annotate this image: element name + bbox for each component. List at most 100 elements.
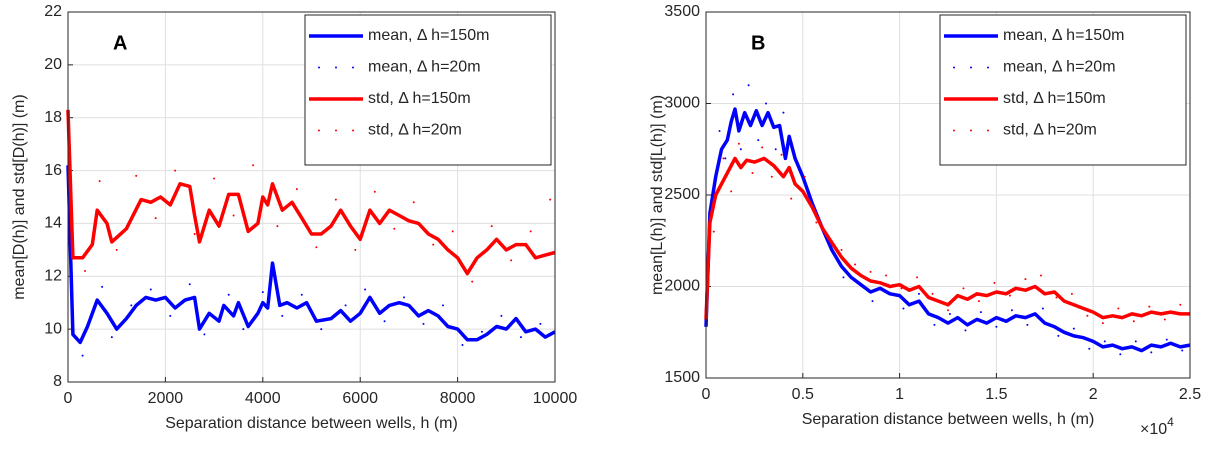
x-axis-label: Separation distance between wells, h (m) (802, 411, 1095, 428)
x-tick-label: 2000 (148, 390, 184, 407)
y-axis-label: mean[D(h)] and std[D(h)] (m) (11, 94, 28, 299)
legend-swatch (318, 66, 320, 69)
data-dot (451, 230, 454, 233)
data-dot (885, 274, 888, 277)
data-dot (730, 190, 733, 193)
data-dot (422, 322, 425, 325)
data-dot (854, 263, 857, 266)
data-dot (900, 287, 903, 290)
x-axis-label: Separation distance between wells, h (m) (165, 415, 458, 432)
y-tick-label: 12 (44, 268, 62, 285)
data-dot (962, 287, 965, 290)
data-dot (69, 262, 72, 265)
legend-swatch (987, 129, 989, 132)
data-dot (1148, 305, 1151, 308)
legend-swatch (318, 129, 320, 132)
legend-swatch (335, 129, 337, 132)
data-dot (902, 307, 905, 310)
axes-box (67, 11, 556, 383)
data-dot (81, 354, 84, 357)
data-dot (539, 322, 542, 325)
data-dot (373, 190, 376, 193)
data-dot (1026, 323, 1029, 326)
data-dot (993, 281, 996, 284)
data-dot (344, 304, 347, 307)
legend-swatch (987, 66, 989, 69)
y-tick-label: 16 (44, 162, 62, 179)
data-dot (712, 230, 715, 233)
data-dot (790, 197, 793, 200)
x-multiplier-base: ×10 (1140, 421, 1167, 438)
data-dot (869, 270, 872, 273)
x-tick-label: 8000 (440, 390, 476, 407)
data-dot (1134, 340, 1137, 343)
data-dot (1119, 353, 1122, 356)
data-dot (826, 234, 829, 237)
data-line (704, 156, 1190, 320)
data-dot (977, 300, 980, 303)
data-dot (931, 292, 934, 295)
data-dot (91, 312, 94, 315)
x-multiplier: ×104 (1140, 415, 1174, 438)
data-dot (1132, 320, 1135, 323)
data-dot (1165, 338, 1168, 341)
data-dot (383, 320, 386, 323)
legend-label: mean, Δ h=150m (368, 27, 489, 44)
y-tick-label: 14 (44, 215, 62, 232)
data-dot (101, 285, 104, 288)
data-dot (519, 336, 522, 339)
legend-swatch (953, 66, 955, 69)
data-dot (995, 325, 998, 328)
data-dot (1039, 274, 1042, 277)
y-tick-label: 2500 (664, 186, 700, 203)
x-tick-label: 1 (895, 386, 904, 403)
y-tick-label: 20 (44, 56, 62, 73)
data-dot (1041, 307, 1044, 310)
data-dot (842, 276, 845, 279)
data-dot (1117, 307, 1120, 310)
data-dot (334, 198, 337, 201)
data-dot (718, 129, 721, 132)
y-tick-label: 3500 (664, 3, 700, 20)
data-dot (364, 288, 367, 291)
data-dot (1181, 349, 1184, 352)
data-dot (840, 248, 843, 251)
x-tick-label: 6000 (342, 390, 378, 407)
y-tick-label: 1500 (664, 369, 700, 386)
data-dot (948, 312, 951, 315)
y-tick-label: 2000 (664, 278, 700, 295)
data-dot (803, 175, 806, 178)
data-dot (757, 139, 760, 142)
data-dot (751, 172, 754, 175)
legend-label: mean, Δ h=150m (1003, 27, 1124, 44)
data-dot (1101, 322, 1104, 325)
x-tick-label: 4000 (245, 390, 281, 407)
data-dot (227, 293, 230, 296)
data-dot (1179, 303, 1182, 306)
data-dot (732, 93, 735, 96)
y-tick-label: 18 (44, 109, 62, 126)
data-line (66, 165, 556, 345)
data-dot (98, 180, 101, 183)
legend-swatch (352, 129, 354, 132)
data-dot (1008, 294, 1011, 297)
data-dot (115, 248, 118, 251)
y-tick-label: 3000 (664, 95, 700, 112)
x-tick-label: 0 (702, 386, 711, 403)
data-dot (1070, 292, 1073, 295)
legend-label: mean, Δ h=20m (1003, 59, 1116, 76)
data-dot (213, 177, 216, 180)
data-dot (737, 142, 740, 145)
data-dot (110, 336, 113, 339)
data-dot (871, 300, 874, 303)
data-dot (916, 276, 919, 279)
data-dot (780, 153, 783, 156)
data-dot (232, 214, 235, 217)
legend-label: std, Δ h=150m (1003, 90, 1106, 107)
data-dot (710, 194, 713, 196)
data-dot (252, 164, 255, 167)
data-dot (480, 330, 483, 333)
panel-label: B (751, 32, 765, 54)
data-dot (1010, 309, 1013, 312)
